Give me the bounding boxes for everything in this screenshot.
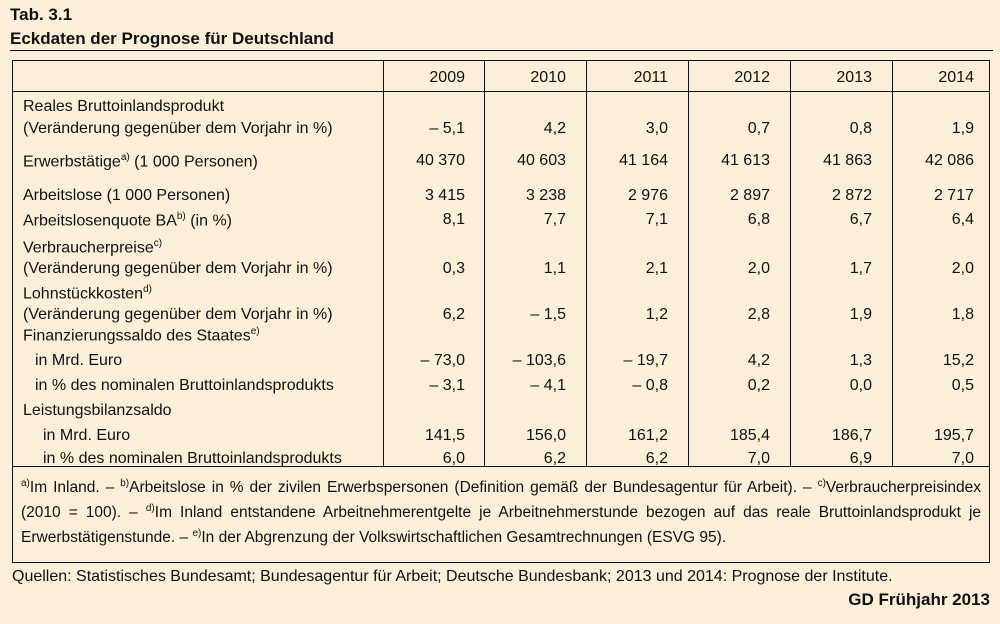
value-cell-bip: 0,7 bbox=[747, 120, 770, 137]
row-label-fin-pct: in % des nominalen Bruttoinlandsprodukts bbox=[35, 377, 334, 394]
value-cell-arbeitslose: 3 415 bbox=[424, 187, 465, 204]
value-cell-lohn: 1,2 bbox=[645, 306, 668, 323]
row-label-bip: Reales Bruttoinlandsprodukt bbox=[23, 98, 225, 115]
value-cell-vpi: 2,1 bbox=[645, 260, 668, 277]
value-cell-fin-pct: – 0,8 bbox=[632, 377, 668, 394]
footnote-rule bbox=[13, 466, 989, 467]
value-cell-arbeitslose: 2 717 bbox=[933, 187, 974, 204]
year-header: 2011 bbox=[633, 69, 668, 86]
value-cell-fin-mrd: – 19,7 bbox=[623, 352, 668, 369]
value-cell-fin-mrd: 1,3 bbox=[849, 352, 872, 369]
value-cell-lb-pct: 6,2 bbox=[543, 450, 566, 467]
value-cell-lb-mrd: 161,2 bbox=[627, 427, 668, 444]
year-header: 2009 bbox=[429, 69, 465, 86]
row-label-bip-sub: (Veränderung gegenüber dem Vorjahr in %) bbox=[23, 120, 333, 137]
column-divider bbox=[586, 61, 587, 466]
row-label-erwerbstaetige: Erwerbstätigea) (1 000 Personen) bbox=[23, 152, 258, 171]
value-cell-erwerbstaetige: 41 164 bbox=[619, 152, 668, 169]
value-cell-vpi: 1,7 bbox=[849, 260, 872, 277]
value-cell-quote: 6,7 bbox=[849, 211, 872, 228]
row-label-lohn-sub: (Veränderung gegenüber dem Vorjahr in %) bbox=[23, 306, 333, 323]
table-number: Tab. 3.1 bbox=[10, 5, 73, 24]
value-cell-erwerbstaetige: 41 863 bbox=[823, 152, 872, 169]
value-cell-fin-pct: 0,2 bbox=[747, 377, 770, 394]
value-cell-bip: – 5,1 bbox=[429, 120, 465, 137]
value-cell-arbeitslose: 2 897 bbox=[729, 187, 770, 204]
value-cell-bip: 4,2 bbox=[543, 120, 566, 137]
value-cell-erwerbstaetige: 42 086 bbox=[925, 152, 974, 169]
value-cell-lb-mrd: 156,0 bbox=[525, 427, 566, 444]
column-divider bbox=[892, 61, 893, 466]
value-cell-lb-mrd: 186,7 bbox=[831, 427, 872, 444]
value-cell-bip: 0,8 bbox=[849, 120, 872, 137]
value-cell-vpi: 1,1 bbox=[543, 260, 566, 277]
value-cell-quote: 6,4 bbox=[951, 211, 974, 228]
value-cell-bip: 1,9 bbox=[951, 120, 974, 137]
row-label-vpi: Verbraucherpreisec) bbox=[23, 238, 163, 257]
value-cell-erwerbstaetige: 40 603 bbox=[517, 152, 566, 169]
value-cell-fin-pct: – 3,1 bbox=[429, 377, 465, 394]
value-cell-lb-pct: 7,0 bbox=[747, 450, 770, 467]
row-label-fin-mrd: in Mrd. Euro bbox=[35, 352, 123, 369]
publication-credit: GD Frühjahr 2013 bbox=[848, 590, 990, 609]
value-cell-lb-mrd: 141,5 bbox=[424, 427, 465, 444]
value-cell-arbeitslose: 2 976 bbox=[627, 187, 668, 204]
value-cell-lohn: 1,9 bbox=[849, 306, 872, 323]
value-cell-quote: 7,7 bbox=[543, 211, 566, 228]
value-cell-erwerbstaetige: 40 370 bbox=[416, 152, 465, 169]
value-cell-fin-mrd: – 103,6 bbox=[512, 352, 566, 369]
value-cell-bip: 3,0 bbox=[645, 120, 668, 137]
value-cell-quote: 8,1 bbox=[442, 211, 465, 228]
value-cell-lb-mrd: 195,7 bbox=[933, 427, 974, 444]
data-table: Reales Bruttoinlandsprodukt (Veränderung… bbox=[12, 60, 990, 563]
column-divider bbox=[484, 61, 485, 466]
value-cell-lohn: – 1,5 bbox=[530, 306, 566, 323]
table-title: Eckdaten der Prognose für Deutschland bbox=[10, 29, 335, 48]
value-cell-erwerbstaetige: 41 613 bbox=[721, 152, 770, 169]
value-cell-lohn: 2,8 bbox=[747, 306, 770, 323]
footnotes: a)Im Inland. – b)Arbeitslose in % der zi… bbox=[21, 478, 982, 547]
value-cell-vpi: 2,0 bbox=[951, 260, 974, 277]
column-divider bbox=[688, 61, 689, 466]
sources-note: Quellen: Statistisches Bundesamt; Bundes… bbox=[12, 568, 893, 585]
value-cell-quote: 7,1 bbox=[645, 211, 668, 228]
row-label-lohn: Lohnstückkostend) bbox=[23, 284, 152, 303]
row-label-vpi-sub: (Veränderung gegenüber dem Vorjahr in %) bbox=[23, 260, 333, 277]
value-cell-arbeitslose: 3 238 bbox=[525, 187, 566, 204]
value-cell-lb-pct: 6,0 bbox=[442, 450, 465, 467]
value-cell-vpi: 0,3 bbox=[442, 260, 465, 277]
year-header: 2014 bbox=[938, 69, 974, 86]
value-cell-fin-pct: 0,5 bbox=[951, 377, 974, 394]
value-cell-fin-mrd: – 73,0 bbox=[420, 352, 465, 369]
value-cell-lohn: 6,2 bbox=[442, 306, 465, 323]
value-cell-lb-pct: 7,0 bbox=[951, 450, 974, 467]
value-cell-vpi: 2,0 bbox=[747, 260, 770, 277]
row-label-lb-mrd: in Mrd. Euro bbox=[43, 427, 131, 444]
value-cell-lohn: 1,8 bbox=[951, 306, 974, 323]
value-cell-fin-pct: – 4,1 bbox=[530, 377, 566, 394]
value-cell-arbeitslose: 2 872 bbox=[831, 187, 872, 204]
year-header: 2010 bbox=[530, 69, 566, 86]
column-divider bbox=[790, 61, 791, 466]
value-cell-lb-pct: 6,9 bbox=[849, 450, 872, 467]
row-label-finanzierungssaldo: Finanzierungssaldo des Staatese) bbox=[23, 326, 260, 345]
row-label-lb-pct: in % des nominalen Bruttoinlandsprodukts bbox=[43, 450, 342, 467]
value-cell-lb-mrd: 185,4 bbox=[729, 427, 770, 444]
year-header: 2013 bbox=[836, 69, 872, 86]
row-label-arbeitslose: Arbeitslose (1 000 Personen) bbox=[23, 187, 231, 204]
header-rule bbox=[13, 91, 989, 92]
value-cell-fin-mrd: 15,2 bbox=[942, 352, 974, 369]
row-label-quote: Arbeitslosenquote BAb) (in %) bbox=[23, 211, 233, 230]
year-header: 2012 bbox=[734, 69, 770, 86]
value-cell-fin-pct: 0,0 bbox=[849, 377, 872, 394]
column-divider bbox=[383, 61, 384, 466]
value-cell-fin-mrd: 4,2 bbox=[747, 352, 770, 369]
title-rule bbox=[10, 50, 993, 51]
row-label-leistungsbilanz: Leistungsbilanzsaldo bbox=[23, 402, 172, 419]
value-cell-quote: 6,8 bbox=[747, 211, 770, 228]
value-cell-lb-pct: 6,2 bbox=[645, 450, 668, 467]
